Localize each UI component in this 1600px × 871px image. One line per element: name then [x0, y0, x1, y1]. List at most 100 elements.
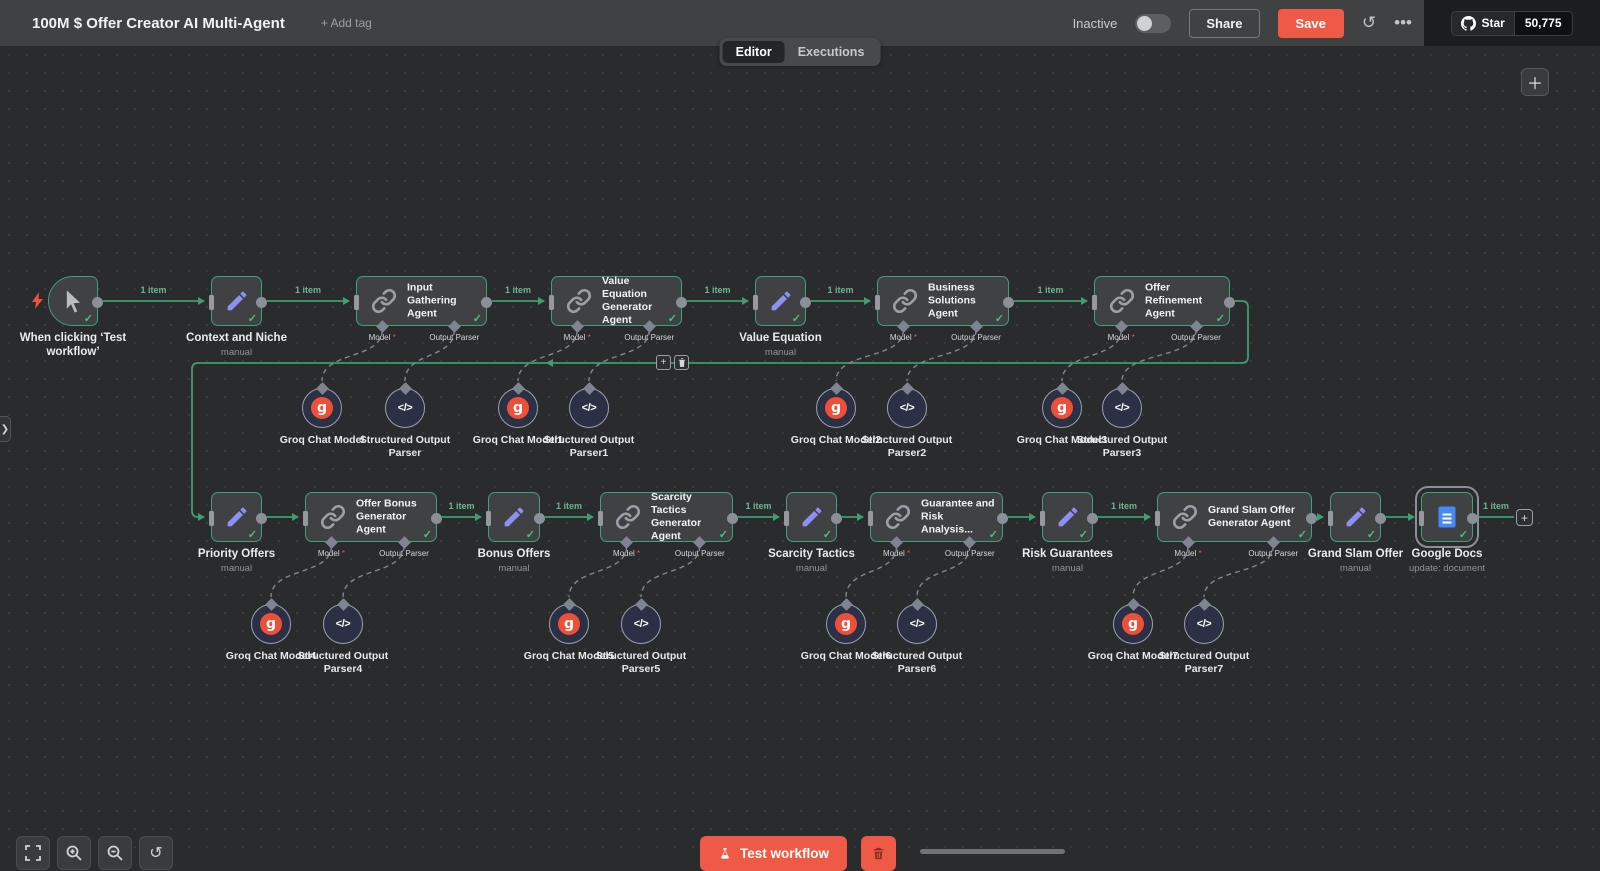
share-button[interactable]: Share — [1189, 8, 1260, 38]
save-button[interactable]: Save — [1277, 8, 1344, 38]
node-scarcity[interactable]: ✓ — [784, 492, 842, 542]
input-handle[interactable] — [549, 295, 554, 310]
zoom-out-button[interactable] — [98, 836, 132, 870]
output-handle[interactable] — [481, 297, 492, 308]
node-trigger[interactable]: ✓ — [48, 276, 103, 326]
workflow-canvas[interactable]: ✓ When clicking ‘Test workflow’ ✓ Context a… — [0, 46, 1600, 871]
input-handle[interactable] — [354, 295, 359, 310]
input-handle[interactable] — [753, 295, 758, 310]
sub-node-groq-chat-model[interactable]: g — [302, 382, 342, 428]
add-tag-button[interactable]: + Add tag — [320, 16, 372, 30]
tab-executions[interactable]: Executions — [797, 45, 865, 59]
input-handle[interactable] — [875, 295, 880, 310]
node-guarantee-risk[interactable]: Guarantee and Risk Analysis... ✓ — [868, 492, 1008, 542]
input-handle[interactable] — [209, 295, 214, 310]
sub-node-port-handle[interactable] — [911, 598, 924, 611]
input-handle[interactable] — [598, 511, 603, 526]
sub-node-port-handle[interactable] — [265, 598, 278, 611]
input-handle[interactable] — [1419, 511, 1424, 526]
input-handle[interactable] — [1040, 511, 1045, 526]
sub-node-port-handle[interactable] — [1127, 598, 1140, 611]
sub-node-port-handle[interactable] — [563, 598, 576, 611]
output-handle[interactable] — [431, 513, 442, 524]
sub-node-structured-output-parser[interactable]: </> — [385, 382, 425, 428]
zoom-to-fit-button[interactable] — [16, 836, 50, 870]
sub-node-structured-output-parser5[interactable]: </> — [621, 598, 661, 644]
input-handle[interactable] — [1155, 511, 1160, 526]
add-node-on-connection-button[interactable]: + — [656, 355, 671, 370]
input-handle[interactable] — [1092, 295, 1097, 310]
input-handle[interactable] — [303, 511, 308, 526]
sub-node-structured-output-parser1[interactable]: </> — [569, 382, 609, 428]
sub-node-groq-chat-model1[interactable]: g — [498, 382, 538, 428]
output-handle[interactable] — [676, 297, 687, 308]
output-handle[interactable] — [997, 513, 1008, 524]
sub-node-port-handle[interactable] — [337, 598, 350, 611]
sub-node-groq-chat-model6[interactable]: g — [826, 598, 866, 644]
node-input-gathering[interactable]: Input Gathering Agent ✓ — [354, 276, 492, 326]
node-grand-slam-gen[interactable]: Grand Slam Offer Generator Agent ✓ — [1155, 492, 1317, 542]
sub-node-port-handle[interactable] — [635, 598, 648, 611]
input-handle[interactable] — [1328, 511, 1333, 526]
sub-node-groq-chat-model2[interactable]: g — [816, 382, 856, 428]
github-star-widget[interactable]: Star 50,775 — [1451, 10, 1573, 36]
sub-node-structured-output-parser4[interactable]: </> — [323, 598, 363, 644]
node-value-eq[interactable]: ✓ — [753, 276, 811, 326]
output-handle[interactable] — [534, 513, 545, 524]
node-value-eq-gen[interactable]: Value Equation Generator Agent ✓ — [549, 275, 687, 326]
test-workflow-button[interactable]: Test workflow — [700, 836, 848, 871]
sub-node-structured-output-parser7[interactable]: </> — [1184, 598, 1224, 644]
sub-node-port-handle[interactable] — [1116, 382, 1129, 395]
sub-node-structured-output-parser3[interactable]: </> — [1102, 382, 1142, 428]
workflow-title[interactable]: 100M $ Offer Creator AI Multi-Agent — [32, 14, 285, 32]
sub-node-port-handle[interactable] — [512, 382, 525, 395]
output-handle[interactable] — [1224, 297, 1235, 308]
input-handle[interactable] — [209, 511, 214, 526]
node-bonus-offers[interactable]: ✓ — [486, 492, 545, 542]
output-handle[interactable] — [1003, 297, 1014, 308]
sub-node-port-handle[interactable] — [830, 382, 843, 395]
reset-zoom-button[interactable]: ↺ — [139, 836, 173, 870]
output-handle[interactable] — [831, 513, 842, 524]
sub-node-port-handle[interactable] — [1198, 598, 1211, 611]
output-handle[interactable] — [256, 297, 267, 308]
sub-node-port-handle[interactable] — [840, 598, 853, 611]
add-node-button[interactable]: ＋ — [1521, 68, 1549, 96]
sub-node-port-handle[interactable] — [901, 382, 914, 395]
output-handle[interactable] — [1087, 513, 1098, 524]
output-handle[interactable] — [256, 513, 267, 524]
node-context-niche[interactable]: ✓ — [209, 276, 267, 326]
horizontal-scrollbar[interactable] — [920, 849, 1065, 854]
output-handle[interactable] — [1467, 513, 1478, 524]
sub-node-groq-chat-model4[interactable]: g — [251, 598, 291, 644]
node-google-docs[interactable]: ✓ — [1415, 486, 1479, 548]
history-icon[interactable]: ↺ — [1361, 13, 1377, 32]
node-priority-offers[interactable]: ✓ — [209, 492, 267, 542]
output-handle[interactable] — [727, 513, 738, 524]
delete-workflow-button[interactable] — [861, 836, 897, 871]
input-handle[interactable] — [486, 511, 491, 526]
output-handle[interactable] — [1375, 513, 1386, 524]
zoom-in-button[interactable] — [57, 836, 91, 870]
sub-node-groq-chat-model3[interactable]: g — [1042, 382, 1082, 428]
sub-node-groq-chat-model7[interactable]: g — [1113, 598, 1153, 644]
add-node-after-button[interactable]: + — [1516, 509, 1533, 526]
expand-panel-chevron-icon[interactable]: ❯ — [0, 416, 11, 442]
node-grand-slam[interactable]: ✓ — [1328, 492, 1386, 542]
node-scarcity-gen[interactable]: Scarcity Tactics Generator Agent ✓ — [598, 491, 738, 542]
input-handle[interactable] — [784, 511, 789, 526]
node-risk-guarantees[interactable]: ✓ — [1040, 492, 1098, 542]
sub-node-groq-chat-model5[interactable]: g — [549, 598, 589, 644]
sub-node-port-handle[interactable] — [1056, 382, 1069, 395]
sub-node-structured-output-parser2[interactable]: </> — [887, 382, 927, 428]
tab-editor[interactable]: Editor — [722, 41, 785, 63]
node-offer-refinement[interactable]: Offer Refinement Agent ✓ — [1092, 276, 1235, 326]
node-business-solutions[interactable]: Business Solutions Agent ✓ — [875, 276, 1014, 326]
output-handle[interactable] — [92, 297, 103, 308]
more-options-icon[interactable]: ••• — [1394, 13, 1412, 32]
output-handle[interactable] — [1306, 513, 1317, 524]
node-offer-bonus[interactable]: Offer Bonus Generator Agent ✓ — [303, 492, 442, 542]
active-toggle[interactable] — [1135, 13, 1172, 33]
sub-node-structured-output-parser6[interactable]: </> — [897, 598, 937, 644]
input-handle[interactable] — [868, 511, 873, 526]
